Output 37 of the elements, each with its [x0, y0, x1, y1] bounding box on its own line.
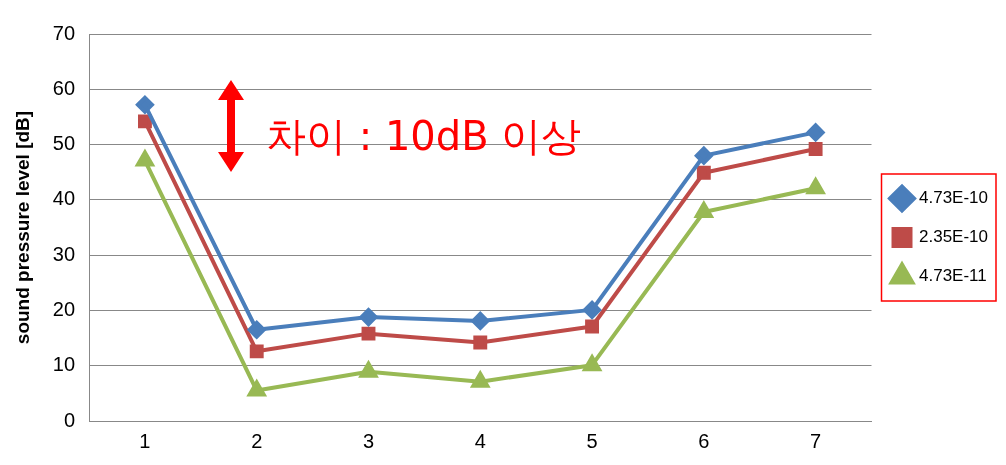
- point: [137, 114, 152, 129]
- legend-label: 4.73E-10: [919, 188, 988, 208]
- point: [473, 335, 488, 350]
- legend-label: 2.35E-10: [919, 227, 988, 247]
- y-tick-label: 50: [52, 132, 76, 155]
- point: [247, 320, 266, 339]
- annotation: 차이 : 10dB 이상: [266, 112, 583, 161]
- point: [806, 123, 825, 142]
- point: [583, 355, 601, 372]
- point: [694, 146, 713, 165]
- point: [359, 308, 378, 327]
- y-tick-label: 20: [52, 297, 76, 320]
- point: [361, 326, 376, 341]
- point: [696, 165, 711, 180]
- point: [806, 178, 825, 195]
- point: [249, 344, 264, 359]
- point: [135, 95, 154, 114]
- point: [694, 202, 713, 219]
- x-tick-label: 2: [251, 429, 263, 452]
- point: [808, 142, 823, 156]
- x-tick-label: 6: [698, 429, 710, 452]
- point: [585, 319, 599, 334]
- y-tick-label: 0: [63, 408, 76, 431]
- point: [471, 311, 490, 330]
- x-tick-label: 3: [362, 429, 375, 452]
- y-axis-title: sound pressure level [dB]: [11, 110, 33, 345]
- y-tick-label: 70: [52, 21, 76, 44]
- x-tick-label: 4: [474, 429, 486, 452]
- y-tick-label: 40: [52, 187, 76, 210]
- x-tick-label: 7: [810, 429, 822, 452]
- y-tick-label: 10: [52, 353, 76, 376]
- y-tick-label: 30: [52, 242, 76, 265]
- y-tick-label: 60: [52, 76, 76, 99]
- point: [583, 300, 602, 319]
- x-tick-label: 5: [586, 429, 598, 452]
- x-tick-label: 1: [139, 429, 151, 452]
- legend-label: 4.73E-11: [919, 266, 987, 286]
